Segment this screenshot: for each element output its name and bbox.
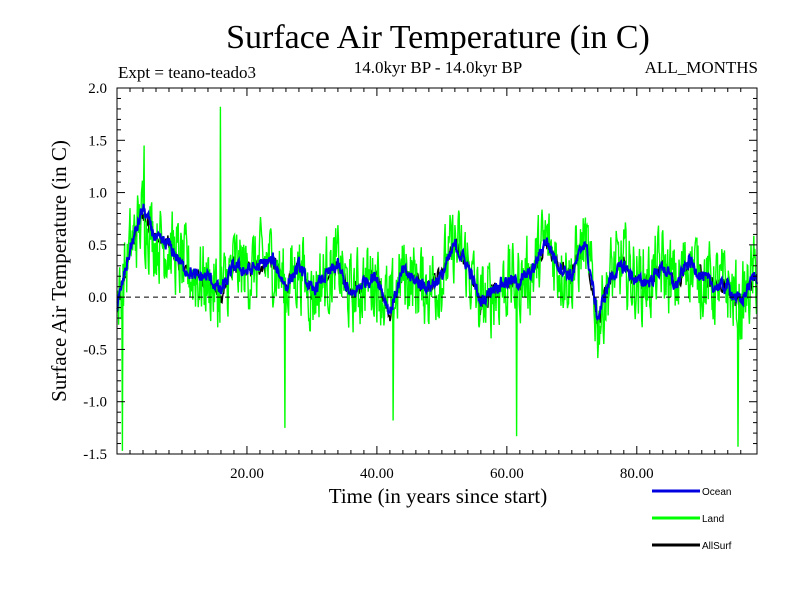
x-tick-label: 20.00 <box>230 466 264 482</box>
y-tick-label: 2.0 <box>88 81 107 97</box>
chart-title: Surface Air Temperature (in C) <box>226 19 650 56</box>
y-tick-label: -1.5 <box>83 447 107 463</box>
legend-label-allsurf: AllSurf <box>702 541 732 552</box>
series-line-land <box>116 106 758 451</box>
y-tick-label: 1.5 <box>88 133 107 149</box>
legend-label-land: Land <box>702 514 724 525</box>
y-tick-label: -1.0 <box>83 395 107 411</box>
x-tick-label: 40.00 <box>360 466 394 482</box>
series-line-ocean <box>116 203 758 322</box>
plot-area: -1.5 -1.0 -0.5 0.0 0.5 1.0 1.5 2.0 20.00 40.00 60.… <box>83 81 758 482</box>
y-tick-label: 1.0 <box>88 186 107 202</box>
x-axis-label: Time (in years since start) <box>329 484 548 508</box>
plot-frame <box>116 87 758 455</box>
y-tick-label: -0.5 <box>83 342 107 358</box>
chart-subtitle: 14.0kyr BP - 14.0kyr BP <box>354 58 522 77</box>
y-tick-label: 0.0 <box>88 290 107 306</box>
legend-label-ocean: Ocean <box>702 487 731 498</box>
axis-ticks: -1.5 -1.0 -0.5 0.0 0.5 1.0 1.5 2.0 20.00 40.00 60.… <box>83 81 757 482</box>
legend: Ocean Land AllSurf <box>652 487 732 552</box>
series-layer <box>116 106 758 451</box>
x-tick-label: 80.00 <box>620 466 654 482</box>
y-axis-label: Surface Air Temperature (in C) <box>47 140 71 402</box>
y-tick-label: 0.5 <box>88 238 107 254</box>
x-tick-label: 60.00 <box>490 466 524 482</box>
expt-label: Expt = teano-teado3 <box>118 63 256 82</box>
months-label: ALL_MONTHS <box>645 58 758 77</box>
